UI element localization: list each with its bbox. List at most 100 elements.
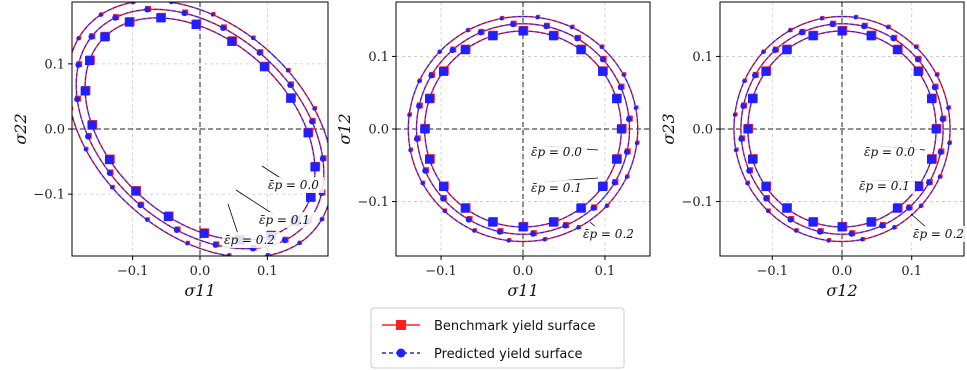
predicted-marker bbox=[616, 124, 626, 134]
predicted-marker bbox=[420, 181, 425, 186]
y-tick-label: 0.1 bbox=[44, 57, 65, 72]
predicted-marker bbox=[227, 36, 237, 46]
predicted-marker bbox=[576, 225, 581, 230]
predicted-marker bbox=[460, 45, 470, 55]
predicted-marker bbox=[562, 222, 569, 229]
predicted-marker bbox=[496, 228, 503, 235]
predicted-marker bbox=[866, 217, 876, 227]
predicted-marker bbox=[837, 222, 847, 232]
predicted-marker bbox=[472, 228, 477, 233]
predicted-marker bbox=[617, 84, 624, 91]
y-axis-label: σ23 bbox=[659, 113, 678, 144]
predicted-marker bbox=[449, 47, 456, 54]
predicted-marker bbox=[598, 182, 608, 192]
legend-predicted-marker bbox=[396, 348, 406, 358]
x-tick-label: 0.1 bbox=[901, 264, 922, 279]
annotation-bg bbox=[911, 226, 967, 242]
predicted-marker bbox=[937, 148, 944, 155]
legend-predicted-label: Predicted yield surface bbox=[434, 347, 583, 362]
predicted-marker bbox=[130, 2, 135, 5]
legend-box bbox=[370, 307, 625, 369]
predicted-marker bbox=[420, 124, 430, 134]
predicted-marker bbox=[137, 202, 144, 209]
predicted-marker bbox=[745, 181, 750, 186]
predicted-marker bbox=[740, 103, 747, 110]
predicted-marker bbox=[808, 217, 818, 227]
y-tick-label: 0.0 bbox=[692, 123, 713, 138]
predicted-marker bbox=[747, 94, 757, 104]
predicted-marker bbox=[927, 94, 937, 104]
strain-annotation: ε̄p = 0.2 bbox=[913, 227, 964, 241]
predicted-marker bbox=[819, 16, 824, 21]
benchmark-marker bbox=[67, 68, 71, 72]
predicted-marker bbox=[892, 225, 897, 230]
predicted-marker bbox=[633, 105, 638, 110]
y-axis-label: σ12 bbox=[335, 113, 354, 144]
y-tick-label: 0.0 bbox=[368, 123, 389, 138]
predicted-marker bbox=[281, 237, 288, 244]
annotation-bg bbox=[266, 177, 324, 193]
predicted-marker bbox=[286, 93, 296, 103]
predicted-marker bbox=[104, 155, 114, 165]
annotation-bg bbox=[529, 180, 587, 196]
predicted-marker bbox=[185, 241, 190, 246]
predicted-marker bbox=[416, 103, 423, 110]
predicted-marker bbox=[576, 45, 586, 55]
predicted-marker bbox=[98, 12, 103, 17]
predicted-marker bbox=[761, 66, 771, 76]
predicted-marker bbox=[131, 186, 141, 196]
predicted-marker bbox=[408, 148, 413, 153]
predicted-marker bbox=[604, 204, 609, 209]
predicted-marker bbox=[465, 28, 470, 33]
predicted-marker bbox=[853, 15, 858, 20]
strain-annotation: ε̄p = 0.0 bbox=[531, 145, 582, 159]
predicted-marker bbox=[905, 204, 912, 211]
x-tick-label: 0.0 bbox=[832, 264, 853, 279]
predicted-marker bbox=[85, 56, 95, 66]
predicted-marker bbox=[250, 36, 255, 41]
predicted-marker bbox=[747, 154, 757, 164]
predicted-marker bbox=[100, 32, 110, 42]
predicted-marker bbox=[860, 237, 865, 242]
predicted-marker bbox=[743, 124, 753, 134]
predicted-marker bbox=[488, 31, 498, 41]
predicted-marker bbox=[787, 28, 792, 33]
x-tick-label: 0.0 bbox=[190, 264, 211, 279]
predicted-marker bbox=[913, 45, 918, 50]
predicted-marker bbox=[87, 120, 97, 130]
predicted-marker bbox=[220, 24, 227, 31]
predicted-marker bbox=[181, 10, 188, 17]
strain-annotation: ε̄p = 0.1 bbox=[531, 181, 582, 195]
predicted-marker bbox=[742, 79, 747, 84]
predicted-marker bbox=[738, 135, 745, 142]
predicted-marker bbox=[303, 128, 313, 138]
predicted-marker bbox=[66, 69, 70, 73]
x-axis-label: σ11 bbox=[507, 281, 538, 300]
predicted-marker bbox=[611, 179, 618, 186]
annotation-leader bbox=[910, 213, 928, 229]
predicted-marker bbox=[931, 84, 938, 91]
predicted-marker bbox=[892, 45, 902, 55]
predicted-marker bbox=[829, 21, 836, 28]
x-tick-label: −0.1 bbox=[117, 264, 149, 279]
predicted-marker bbox=[793, 228, 798, 233]
predicted-marker bbox=[837, 26, 847, 36]
predicted-marker bbox=[913, 182, 923, 192]
predicted-marker bbox=[543, 23, 550, 30]
predicted-marker bbox=[599, 56, 606, 63]
predicted-marker bbox=[624, 174, 629, 179]
annotation-leader bbox=[227, 203, 239, 235]
predicted-marker bbox=[424, 154, 434, 164]
predicted-marker bbox=[599, 45, 604, 50]
predicted-marker bbox=[424, 94, 434, 104]
predicted-marker bbox=[808, 31, 818, 41]
predicted-marker bbox=[937, 174, 942, 179]
panel-1: −0.1 0.0 0.1 −0.1 0.0 0.1 σ11 σ22 ε̄p = 0.0 ε̄p =… bbox=[11, 1, 329, 300]
strain-annotation: ε̄p = 0.0 bbox=[864, 145, 915, 159]
predicted-marker bbox=[946, 105, 951, 110]
predicted-marker bbox=[163, 212, 173, 222]
predicted-marker bbox=[259, 62, 269, 72]
predicted-marker bbox=[173, 227, 180, 234]
predicted-marker bbox=[761, 49, 766, 54]
